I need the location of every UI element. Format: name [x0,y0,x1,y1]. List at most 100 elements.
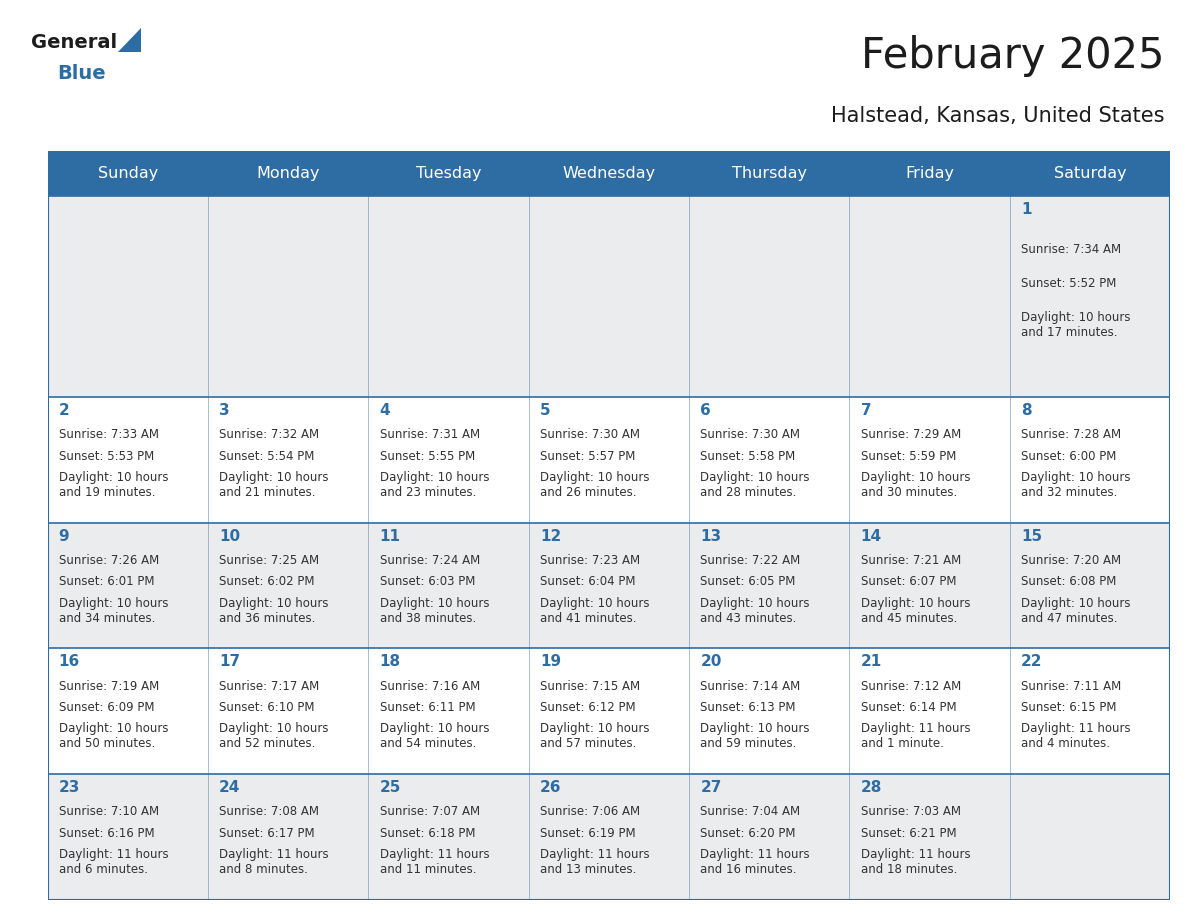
Text: Daylight: 10 hours
and 32 minutes.: Daylight: 10 hours and 32 minutes. [1020,471,1131,499]
Text: 14: 14 [860,529,881,543]
Text: Sunset: 6:03 PM: Sunset: 6:03 PM [379,576,475,588]
Text: Sunrise: 7:17 AM: Sunrise: 7:17 AM [219,679,320,692]
Text: 18: 18 [379,655,400,669]
Text: Sunset: 6:20 PM: Sunset: 6:20 PM [700,826,796,839]
Text: Halstead, Kansas, United States: Halstead, Kansas, United States [830,106,1164,126]
Text: Sunrise: 7:22 AM: Sunrise: 7:22 AM [700,554,801,567]
Text: 9: 9 [58,529,69,543]
Bar [368,196,529,397]
Text: Tuesday: Tuesday [416,166,481,182]
Text: Sunrise: 7:03 AM: Sunrise: 7:03 AM [860,805,961,818]
Text: 12: 12 [539,529,561,543]
Text: Wednesday: Wednesday [562,166,656,182]
Bar [48,774,208,900]
Text: Sunrise: 7:21 AM: Sunrise: 7:21 AM [860,554,961,567]
Text: 19: 19 [539,655,561,669]
Text: Sunday: Sunday [97,166,158,182]
Text: 3: 3 [219,403,229,419]
Bar [208,648,368,774]
Text: Sunrise: 7:11 AM: Sunrise: 7:11 AM [1020,679,1121,692]
Text: Daylight: 10 hours
and 38 minutes.: Daylight: 10 hours and 38 minutes. [379,597,489,624]
Bar [529,774,689,900]
Text: Sunrise: 7:25 AM: Sunrise: 7:25 AM [219,554,320,567]
Text: Daylight: 10 hours
and 41 minutes.: Daylight: 10 hours and 41 minutes. [539,597,650,624]
Bar [368,397,529,523]
Bar [48,397,208,523]
Text: 28: 28 [860,780,881,795]
Text: 5: 5 [539,403,550,419]
Text: Daylight: 11 hours
and 1 minute.: Daylight: 11 hours and 1 minute. [860,722,971,750]
Text: Daylight: 10 hours
and 30 minutes.: Daylight: 10 hours and 30 minutes. [860,471,971,499]
Text: Daylight: 10 hours
and 28 minutes.: Daylight: 10 hours and 28 minutes. [700,471,810,499]
Text: Sunset: 6:17 PM: Sunset: 6:17 PM [219,826,315,839]
Text: 15: 15 [1020,529,1042,543]
Text: Daylight: 10 hours
and 45 minutes.: Daylight: 10 hours and 45 minutes. [860,597,971,624]
Text: Daylight: 10 hours
and 23 minutes.: Daylight: 10 hours and 23 minutes. [379,471,489,499]
Text: Daylight: 10 hours
and 19 minutes.: Daylight: 10 hours and 19 minutes. [58,471,169,499]
Bar [849,648,1010,774]
Text: Sunset: 6:02 PM: Sunset: 6:02 PM [219,576,315,588]
Text: Thursday: Thursday [732,166,807,182]
Text: Sunrise: 7:20 AM: Sunrise: 7:20 AM [1020,554,1121,567]
Text: Daylight: 10 hours
and 36 minutes.: Daylight: 10 hours and 36 minutes. [219,597,329,624]
Text: 13: 13 [700,529,721,543]
Text: Sunset: 6:15 PM: Sunset: 6:15 PM [1020,701,1117,714]
Text: Sunset: 6:10 PM: Sunset: 6:10 PM [219,701,315,714]
Bar [689,196,849,397]
Text: Daylight: 10 hours
and 52 minutes.: Daylight: 10 hours and 52 minutes. [219,722,329,750]
Text: 20: 20 [700,655,721,669]
Text: 6: 6 [700,403,710,419]
Text: Saturday: Saturday [1054,166,1126,182]
Text: Sunset: 6:21 PM: Sunset: 6:21 PM [860,826,956,839]
Text: Daylight: 10 hours
and 17 minutes.: Daylight: 10 hours and 17 minutes. [1020,311,1131,339]
Text: Daylight: 10 hours
and 47 minutes.: Daylight: 10 hours and 47 minutes. [1020,597,1131,624]
Text: Sunrise: 7:29 AM: Sunrise: 7:29 AM [860,429,961,442]
Text: Sunset: 5:59 PM: Sunset: 5:59 PM [860,450,956,463]
Bar [208,196,368,397]
Bar [1010,196,1170,397]
Bar [689,774,849,900]
Text: Sunrise: 7:08 AM: Sunrise: 7:08 AM [219,805,320,818]
Text: Daylight: 10 hours
and 57 minutes.: Daylight: 10 hours and 57 minutes. [539,722,650,750]
Text: Daylight: 11 hours
and 8 minutes.: Daylight: 11 hours and 8 minutes. [219,848,329,876]
Text: Sunset: 6:07 PM: Sunset: 6:07 PM [860,576,956,588]
Text: Daylight: 10 hours
and 50 minutes.: Daylight: 10 hours and 50 minutes. [58,722,169,750]
Bar [529,397,689,523]
Text: Daylight: 11 hours
and 6 minutes.: Daylight: 11 hours and 6 minutes. [58,848,169,876]
Text: Sunrise: 7:15 AM: Sunrise: 7:15 AM [539,679,640,692]
Text: Sunset: 5:57 PM: Sunset: 5:57 PM [539,450,636,463]
Text: Daylight: 10 hours
and 34 minutes.: Daylight: 10 hours and 34 minutes. [58,597,169,624]
Text: Sunrise: 7:14 AM: Sunrise: 7:14 AM [700,679,801,692]
Text: 21: 21 [860,655,881,669]
Text: Sunrise: 7:12 AM: Sunrise: 7:12 AM [860,679,961,692]
Text: 11: 11 [379,529,400,543]
Text: Sunrise: 7:07 AM: Sunrise: 7:07 AM [379,805,480,818]
Text: Sunset: 6:18 PM: Sunset: 6:18 PM [379,826,475,839]
Text: Sunset: 6:08 PM: Sunset: 6:08 PM [1020,576,1117,588]
Text: Sunrise: 7:04 AM: Sunrise: 7:04 AM [700,805,801,818]
Text: Sunset: 6:11 PM: Sunset: 6:11 PM [379,701,475,714]
Text: Daylight: 11 hours
and 11 minutes.: Daylight: 11 hours and 11 minutes. [379,848,489,876]
Text: Sunset: 5:54 PM: Sunset: 5:54 PM [219,450,315,463]
Polygon shape [118,28,141,52]
Text: Sunset: 6:13 PM: Sunset: 6:13 PM [700,701,796,714]
Bar [1010,774,1170,900]
Text: Daylight: 11 hours
and 16 minutes.: Daylight: 11 hours and 16 minutes. [700,848,810,876]
Text: Sunset: 6:12 PM: Sunset: 6:12 PM [539,701,636,714]
Text: 7: 7 [860,403,871,419]
Bar [529,196,689,397]
Bar [529,648,689,774]
Text: Sunset: 6:16 PM: Sunset: 6:16 PM [58,826,154,839]
Text: Sunrise: 7:06 AM: Sunrise: 7:06 AM [539,805,640,818]
Text: Sunset: 6:19 PM: Sunset: 6:19 PM [539,826,636,839]
Text: Sunrise: 7:23 AM: Sunrise: 7:23 AM [539,554,640,567]
Text: 26: 26 [539,780,562,795]
Text: Sunrise: 7:30 AM: Sunrise: 7:30 AM [539,429,640,442]
Text: Sunrise: 7:31 AM: Sunrise: 7:31 AM [379,429,480,442]
Text: 8: 8 [1020,403,1031,419]
Bar [849,774,1010,900]
Text: Sunrise: 7:26 AM: Sunrise: 7:26 AM [58,554,159,567]
Bar [208,523,368,648]
Text: Sunrise: 7:16 AM: Sunrise: 7:16 AM [379,679,480,692]
Text: 16: 16 [58,655,80,669]
